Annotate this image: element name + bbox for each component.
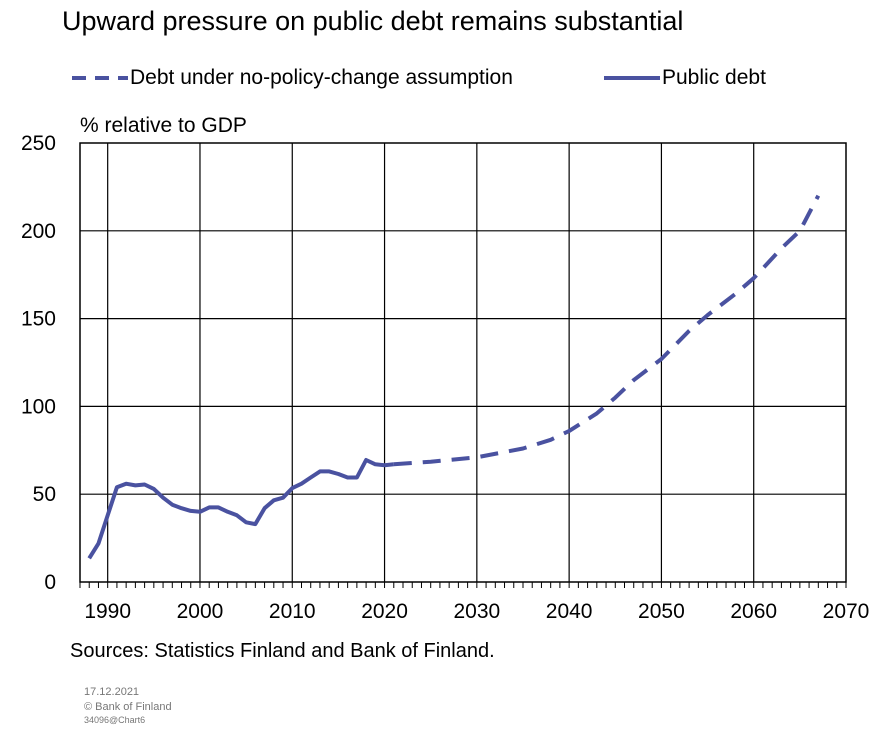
x-tick-label-2030: 2030	[453, 600, 500, 623]
x-tick-label-2020: 2020	[361, 600, 408, 623]
chart-plot: 0 50 100 150 200 250 1990 2000 2010 2020 2030 2040 2…	[21, 132, 870, 623]
y-tick-label-200: 200	[21, 220, 56, 243]
y-tick-label-100: 100	[21, 395, 56, 418]
footer-copyright: © Bank of Finland	[84, 701, 172, 713]
y-axis-label: % relative to GDP	[80, 114, 247, 137]
legend-label-no-policy-change: Debt under no-policy-change assumption	[130, 66, 513, 89]
x-tick-label-2010: 2010	[269, 600, 316, 623]
y-tick-label-50: 50	[33, 483, 56, 506]
legend-swatch-solid	[604, 76, 660, 80]
y-tick-label-150: 150	[21, 308, 56, 331]
series-line-public-debt	[87, 458, 394, 560]
x-tick-label-2070: 2070	[823, 600, 870, 623]
source-note: Sources: Statistics Finland and Bank of …	[70, 640, 495, 662]
series-line-no-policy-change	[393, 194, 821, 467]
x-tick-label-2040: 2040	[546, 600, 593, 623]
x-tick-label-2050: 2050	[638, 600, 685, 623]
chart-title: Upward pressure on public debt remains s…	[62, 6, 684, 36]
plot-frame	[79, 142, 847, 583]
legend-item-no-policy-change: Debt under no-policy-change assumption	[70, 66, 513, 90]
x-tick-label-1990: 1990	[84, 600, 131, 623]
y-tick-label-0: 0	[44, 571, 56, 594]
footer-date: 17.12.2021	[84, 686, 140, 698]
y-tick-label-250: 250	[21, 132, 56, 155]
legend-label-public-debt: Public debt	[662, 66, 766, 89]
legend: Debt under no-policy-change assumption P…	[70, 66, 850, 100]
x-tick-label-2060: 2060	[730, 600, 777, 623]
legend-item-public-debt: Public debt	[602, 66, 766, 90]
footer-chart-id: 34096@Chart6	[84, 715, 146, 725]
legend-swatch-dashed	[72, 76, 128, 80]
x-tick-label-2000: 2000	[177, 600, 224, 623]
